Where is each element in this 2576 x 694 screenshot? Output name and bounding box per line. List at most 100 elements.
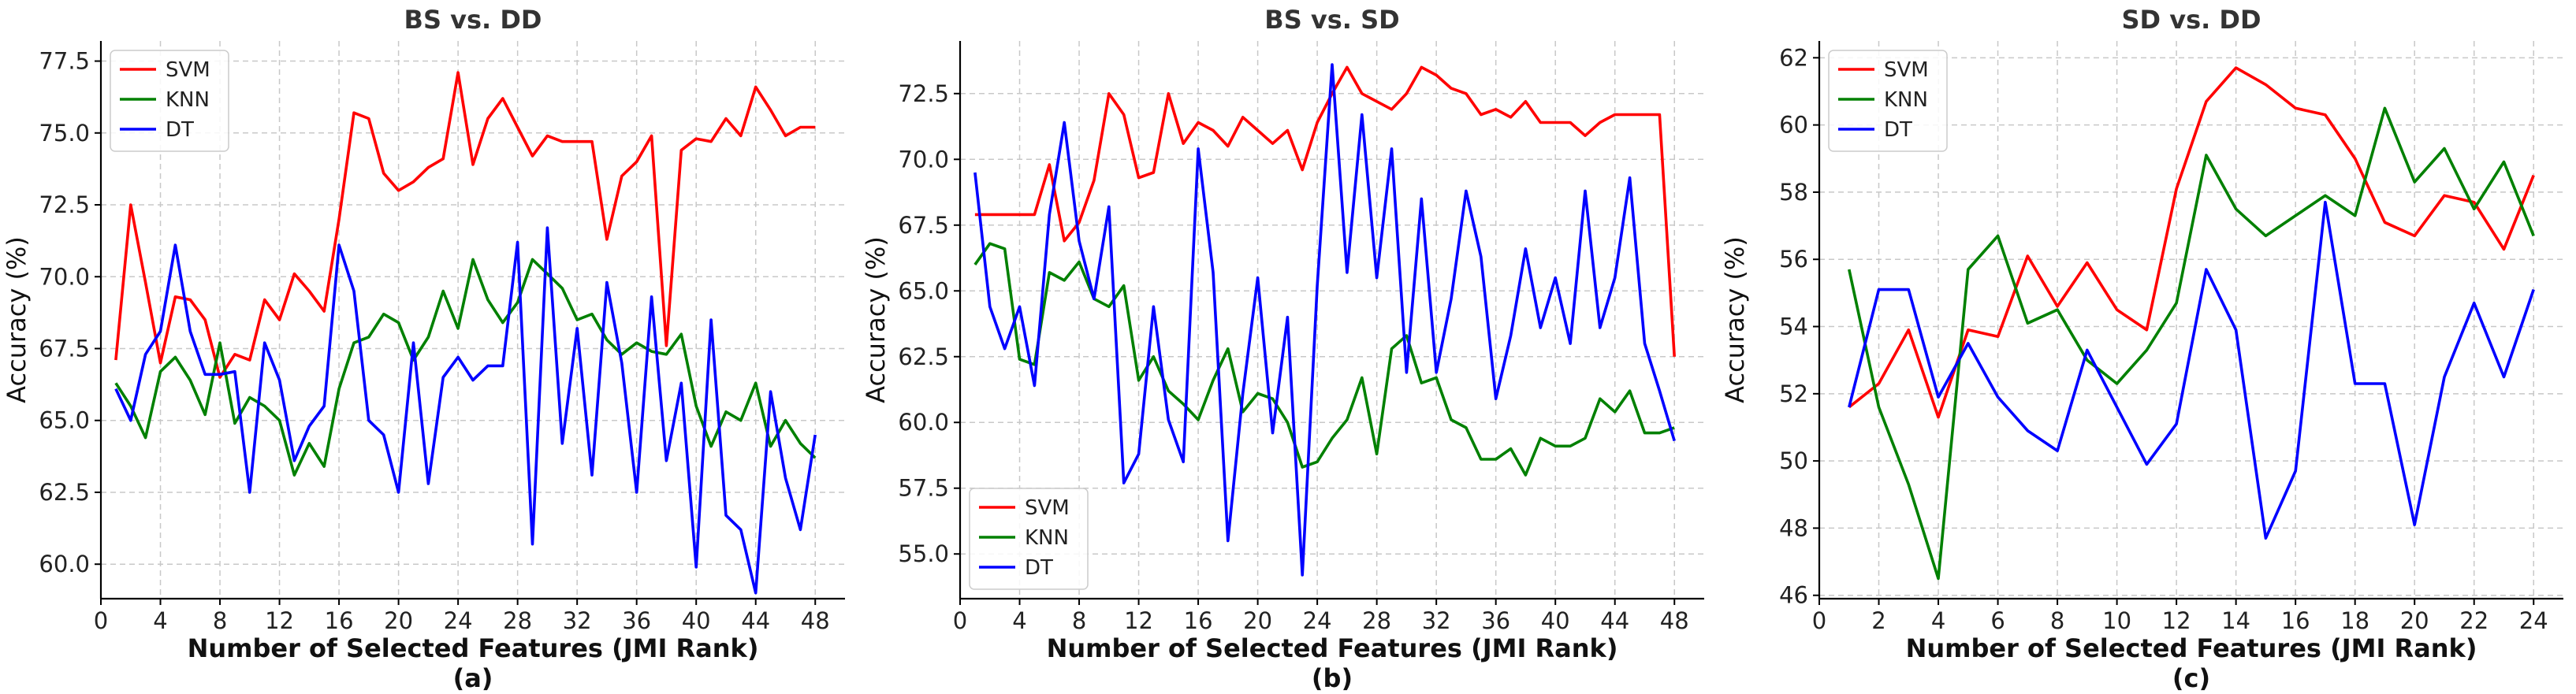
x-tick-label: 12 <box>2162 607 2191 634</box>
chart-panel-2: 0 4 8 12 16 20 24 28 32 36 40 44 4855.057.560.062.56… <box>861 5 1704 693</box>
x-tick-label: 8 <box>2050 607 2064 634</box>
legend-label-dt: DT <box>1025 556 1053 580</box>
y-tick-label: 70.0 <box>898 146 949 173</box>
y-axis-label: Accuracy (%) <box>861 236 891 403</box>
x-tick-label: 4 <box>153 607 167 634</box>
x-tick-label: 32 <box>563 607 592 634</box>
y-tick-label: 62 <box>1779 44 1808 71</box>
legend: SVM KNN DT <box>969 488 1089 590</box>
x-tick-label: 20 <box>1243 607 1272 634</box>
y-tick-label: 72.5 <box>898 80 949 107</box>
series-line-svm <box>114 71 816 379</box>
chart-title: BS vs. SD <box>1264 5 1399 35</box>
legend-label-knn: KNN <box>1025 526 1069 550</box>
x-axis-label: Number of Selected Features (JMI Rank) <box>188 633 759 663</box>
y-tick-label: 46 <box>1779 582 1808 609</box>
y-tick-label: 58 <box>1779 179 1808 206</box>
panel-label: (a) <box>453 663 493 693</box>
y-tick-label: 65.0 <box>39 407 90 434</box>
series-line-dt <box>114 226 817 595</box>
legend-label-svm: SVM <box>1884 58 1929 82</box>
panel-label: (c) <box>2172 663 2210 693</box>
legend-label-knn: KNN <box>166 88 210 112</box>
y-tick-label: 67.5 <box>898 212 949 239</box>
x-tick-label: 20 <box>2400 607 2429 634</box>
x-tick-label: 12 <box>1124 607 1153 634</box>
series-line-knn <box>114 258 817 477</box>
chart-panel-3: 0 2 4 6 8 10 12 14 16 18 20 22 24464850525456586062S… <box>1720 5 2563 693</box>
y-tick-label: 52 <box>1779 380 1808 407</box>
x-tick-label: 20 <box>384 607 413 634</box>
series-line-knn <box>1848 106 2535 581</box>
legend-label-svm: SVM <box>1025 496 1070 520</box>
legend-label-dt: DT <box>166 118 194 142</box>
y-tick-label: 60.0 <box>898 409 949 436</box>
y-tick-label: 55.0 <box>898 540 949 567</box>
y-tick-label: 65.0 <box>898 277 949 304</box>
y-tick-label: 77.5 <box>39 48 90 75</box>
y-tick-label: 62.5 <box>39 479 90 506</box>
x-tick-label: 24 <box>2519 607 2548 634</box>
y-tick-label: 48 <box>1779 514 1808 541</box>
x-tick-label: 14 <box>2221 607 2250 634</box>
x-tick-label: 16 <box>325 607 354 634</box>
y-tick-label: 54 <box>1779 314 1808 340</box>
series-line-dt <box>1848 200 2535 540</box>
y-tick-label: 62.5 <box>898 343 949 370</box>
y-axis-label: Accuracy (%) <box>2 236 32 403</box>
x-tick-label: 18 <box>2340 607 2369 634</box>
y-tick-label: 57.5 <box>898 475 949 502</box>
y-tick-label: 72.5 <box>39 191 90 218</box>
x-tick-label: 36 <box>622 607 651 634</box>
x-tick-label: 44 <box>741 607 770 634</box>
x-tick-label: 22 <box>2459 607 2489 634</box>
x-tick-label: 0 <box>953 607 967 634</box>
y-tick-label: 67.5 <box>39 335 90 362</box>
x-tick-label: 8 <box>213 607 227 634</box>
x-tick-label: 6 <box>1990 607 2005 634</box>
legend: SVM KNN DT <box>110 50 229 152</box>
x-tick-label: 32 <box>1422 607 1451 634</box>
x-tick-label: 24 <box>444 607 473 634</box>
x-tick-label: 28 <box>503 607 532 634</box>
y-tick-label: 60 <box>1779 112 1808 139</box>
x-tick-label: 16 <box>2281 607 2310 634</box>
x-tick-label: 10 <box>2102 607 2131 634</box>
chart-title: SD vs. DD <box>2121 5 2261 35</box>
legend-label-svm: SVM <box>166 58 210 82</box>
panel-label: (b) <box>1312 663 1353 693</box>
series-line-dt <box>973 63 1676 577</box>
series-line-svm <box>974 65 1676 357</box>
chart-title: BS vs. DD <box>404 5 542 35</box>
y-axis-label: Accuracy (%) <box>1720 236 1750 403</box>
x-tick-label: 40 <box>1541 607 1570 634</box>
x-axis-label: Number of Selected Features (JMI Rank) <box>1906 633 2477 663</box>
x-tick-label: 4 <box>1012 607 1026 634</box>
x-tick-label: 24 <box>1303 607 1332 634</box>
x-tick-label: 12 <box>265 607 294 634</box>
x-tick-label: 8 <box>1072 607 1086 634</box>
y-tick-label: 60.0 <box>39 551 90 577</box>
legend-label-dt: DT <box>1884 118 1912 142</box>
x-tick-label: 2 <box>1871 607 1885 634</box>
y-tick-label: 56 <box>1779 246 1808 273</box>
x-axis-label: Number of Selected Features (JMI Rank) <box>1047 633 1618 663</box>
x-tick-label: 0 <box>94 607 108 634</box>
series-line-knn <box>973 242 1675 477</box>
series-line-svm <box>1848 66 2535 419</box>
x-tick-label: 40 <box>682 607 711 634</box>
y-tick-label: 75.0 <box>39 120 90 147</box>
y-tick-label: 50 <box>1779 447 1808 474</box>
legend-label-knn: KNN <box>1884 88 1928 112</box>
x-tick-label: 44 <box>1600 607 1629 634</box>
legend-box <box>110 50 229 152</box>
x-tick-label: 36 <box>1481 607 1510 634</box>
x-tick-label: 0 <box>1812 607 1826 634</box>
chart-panel-1: 0 4 8 12 16 20 24 28 32 36 40 44 4860.062.565.067.57… <box>2 5 845 693</box>
legend-box <box>969 488 1089 590</box>
x-tick-label: 4 <box>1931 607 1945 634</box>
legend: SVM KNN DT <box>1828 50 1948 152</box>
y-tick-label: 70.0 <box>39 263 90 290</box>
x-tick-label: 48 <box>801 607 830 634</box>
